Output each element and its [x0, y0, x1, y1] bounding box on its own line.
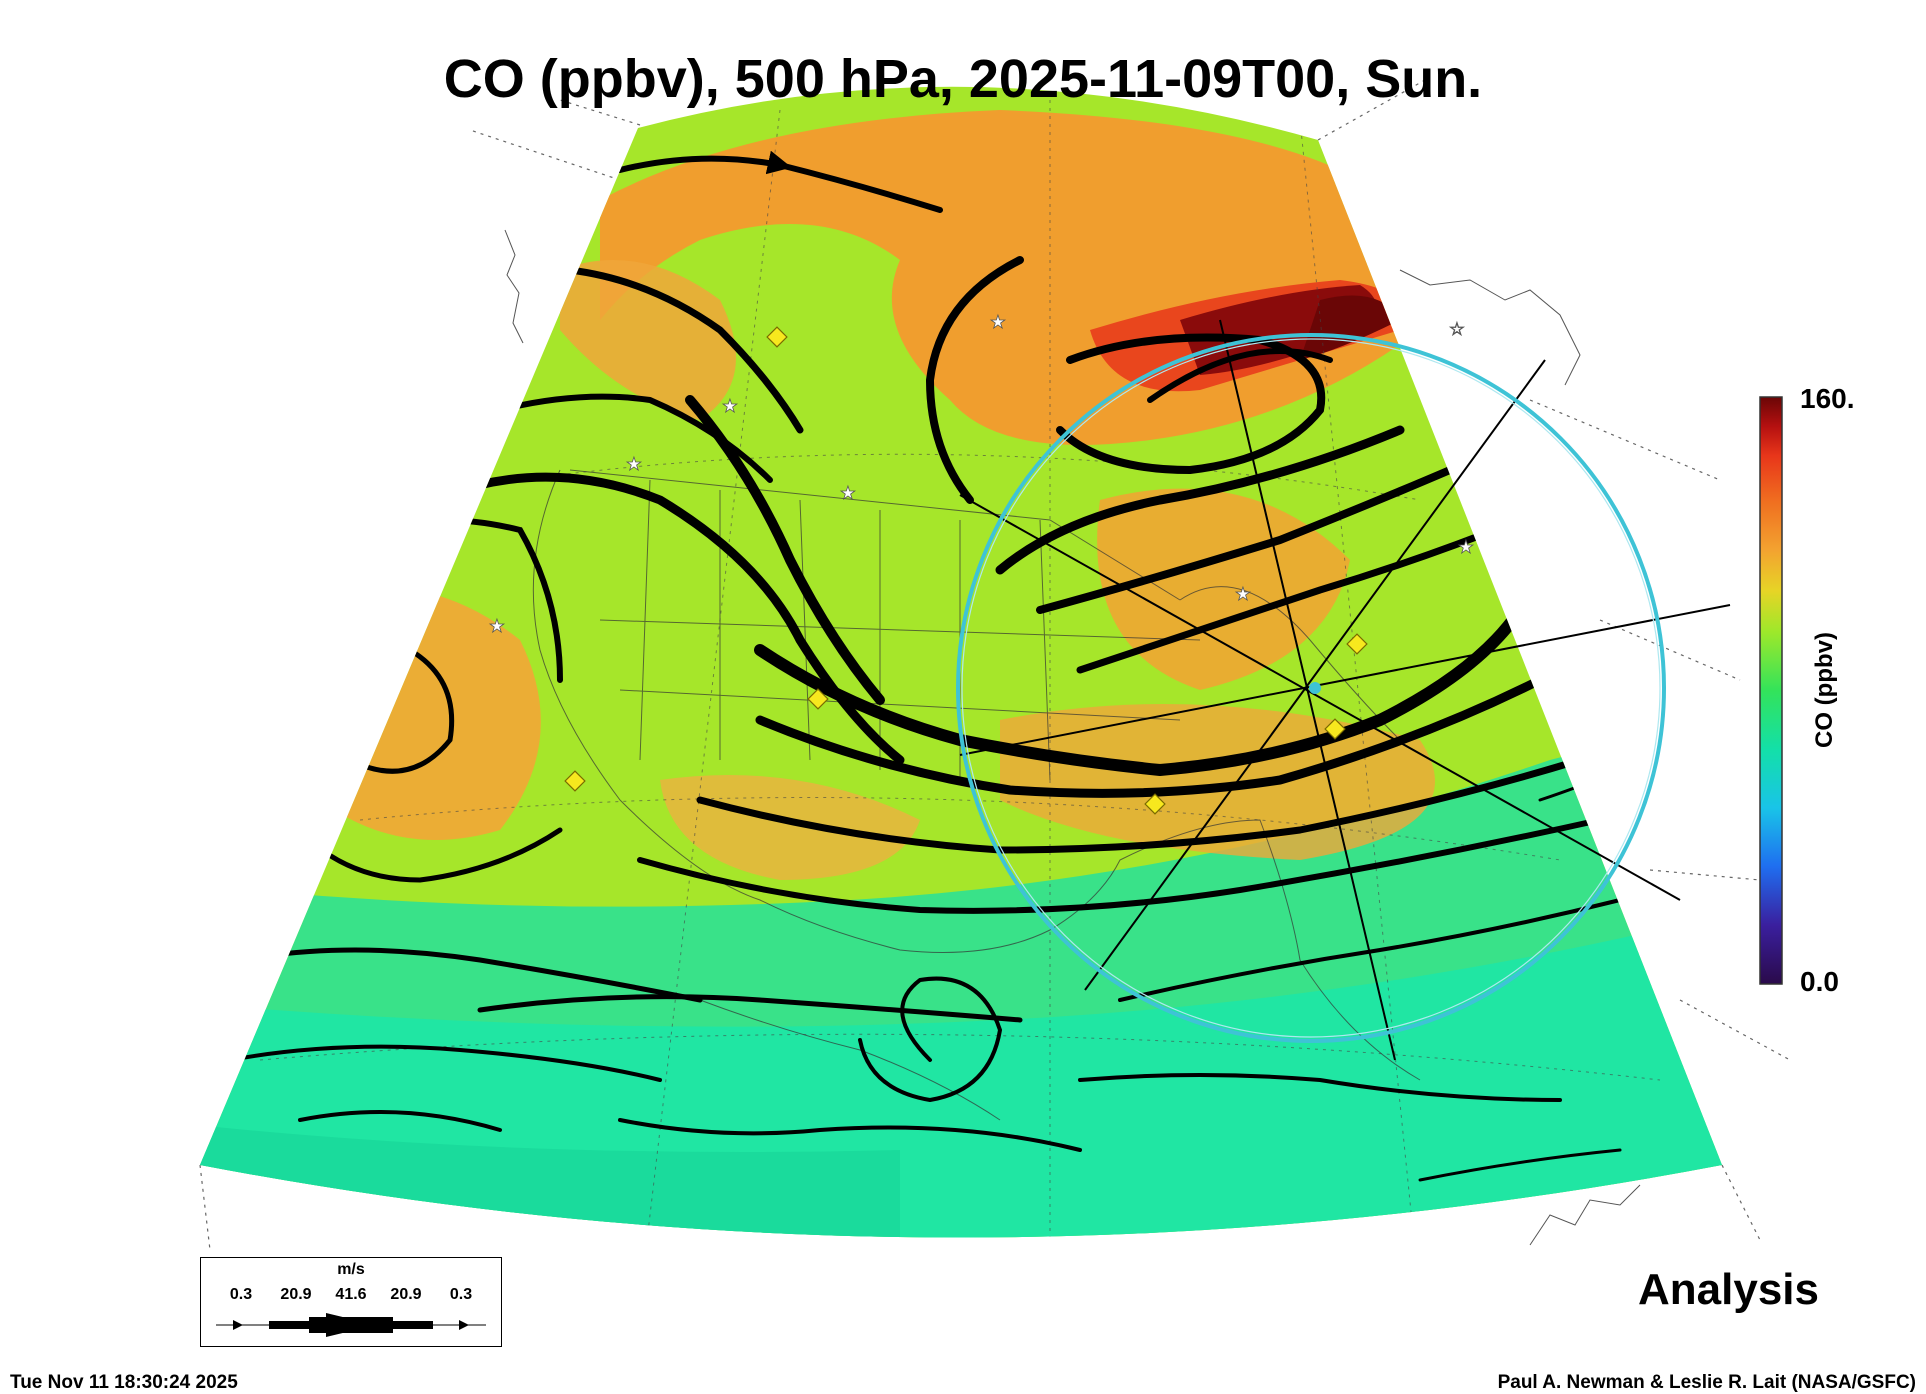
station-star: ★ — [722, 396, 738, 417]
streamline — [925, 256, 1024, 504]
streamline — [755, 675, 1545, 798]
legend-tick: 20.9 — [390, 1286, 422, 1303]
station-star: ★ — [489, 616, 505, 637]
streamline — [1418, 1148, 1622, 1182]
streamline — [1078, 1073, 1562, 1102]
wind-streamlines — [228, 150, 1642, 1182]
legend-tick: 20.9 — [280, 1286, 312, 1303]
station-star: ★ — [990, 312, 1006, 333]
legend-unit: m/s — [337, 1261, 365, 1278]
station-stars: ★ ★ ★ ★ ★ ★ ★ ☆ — [489, 312, 1475, 638]
co-field — [200, 86, 1722, 1238]
credit: Paul A. Newman & Leslie R. Lait (NASA/GS… — [1497, 1372, 1916, 1393]
streamline — [754, 604, 1526, 777]
center-marker — [1309, 682, 1321, 694]
range-ring — [956, 333, 1666, 1043]
political-boundaries — [532, 469, 1421, 1121]
station-star: ★ — [1458, 537, 1474, 558]
station-star: ★ — [1235, 584, 1251, 605]
site-diamond — [1346, 633, 1368, 655]
graticule — [199, 79, 1791, 1251]
site-diamond — [766, 326, 788, 348]
streamline — [298, 1110, 502, 1132]
colorbar-title: CO (ppbv) — [1811, 632, 1838, 748]
graticule-inner — [259, 100, 1661, 1238]
streamline — [618, 1118, 1082, 1152]
streamline — [1036, 466, 1454, 614]
range-ring-inner — [961, 338, 1661, 1038]
streamline — [237, 947, 703, 1003]
site-diamond — [1324, 718, 1346, 740]
site-diamond — [807, 688, 829, 710]
streamline — [477, 994, 1023, 1023]
legend-tick: 0.3 — [449, 1286, 473, 1303]
analysis-label: Analysis — [1638, 1265, 1819, 1314]
streamline — [617, 150, 943, 213]
site-diamond — [1144, 793, 1166, 815]
streamline — [1076, 516, 1524, 674]
page-title: CO (ppbv), 500 hPa, 2025-11-09T00, Sun. — [443, 49, 1483, 109]
streamline — [685, 395, 885, 705]
streamline — [1118, 898, 1622, 1002]
wind-speed-legend: m/s 0.3 20.9 41.6 20.9 0.3 — [200, 1257, 502, 1347]
streamline — [858, 976, 1003, 1103]
colorbar — [1759, 396, 1783, 985]
site-markers — [564, 326, 1368, 815]
legend-tick: 41.6 — [335, 1286, 367, 1303]
streamline — [696, 756, 1584, 854]
streamline — [1147, 348, 1333, 403]
streamline — [228, 1044, 662, 1082]
trajectory-lines — [959, 319, 1731, 1061]
station-star: ☆ — [1449, 319, 1465, 340]
site-diamond — [564, 770, 586, 792]
colorbar-max-label: 160. — [1800, 383, 1855, 414]
streamline — [566, 266, 804, 434]
colorbar-min-label: 0.0 — [1800, 966, 1839, 997]
colorbar-ramp — [1759, 396, 1783, 985]
streamline — [497, 393, 773, 483]
streamline — [1056, 333, 1326, 475]
station-star: ★ — [840, 483, 856, 504]
legend-tick: 0.3 — [229, 1286, 253, 1303]
timestamp: Tue Nov 11 18:30:24 2025 — [10, 1372, 238, 1393]
legend-arrow — [216, 1313, 486, 1337]
station-star: ★ — [626, 454, 642, 475]
streamline — [995, 425, 1405, 575]
streamline — [637, 817, 1603, 914]
